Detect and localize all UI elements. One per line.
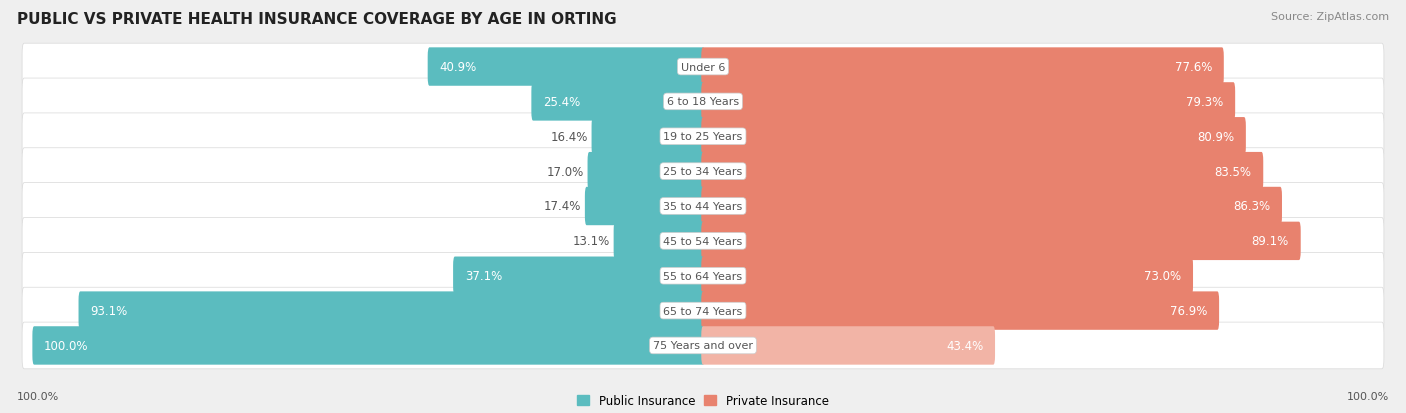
FancyBboxPatch shape <box>585 188 704 225</box>
FancyBboxPatch shape <box>702 257 1194 295</box>
Text: 37.1%: 37.1% <box>465 270 502 282</box>
Text: 100.0%: 100.0% <box>1347 391 1389 401</box>
FancyBboxPatch shape <box>427 48 704 87</box>
FancyBboxPatch shape <box>22 44 1384 91</box>
Text: 77.6%: 77.6% <box>1174 61 1212 74</box>
Text: 6 to 18 Years: 6 to 18 Years <box>666 97 740 107</box>
FancyBboxPatch shape <box>702 222 1301 261</box>
Text: 43.4%: 43.4% <box>946 339 983 352</box>
FancyBboxPatch shape <box>588 152 704 191</box>
Text: 25 to 34 Years: 25 to 34 Years <box>664 167 742 177</box>
Legend: Public Insurance, Private Insurance: Public Insurance, Private Insurance <box>572 390 834 412</box>
FancyBboxPatch shape <box>702 326 995 365</box>
Text: 35 to 44 Years: 35 to 44 Years <box>664 202 742 211</box>
Text: 73.0%: 73.0% <box>1144 270 1181 282</box>
FancyBboxPatch shape <box>22 322 1384 369</box>
FancyBboxPatch shape <box>22 218 1384 265</box>
Text: Under 6: Under 6 <box>681 62 725 72</box>
FancyBboxPatch shape <box>32 326 704 365</box>
FancyBboxPatch shape <box>22 79 1384 126</box>
FancyBboxPatch shape <box>592 118 704 156</box>
Text: 40.9%: 40.9% <box>440 61 477 74</box>
FancyBboxPatch shape <box>702 152 1263 191</box>
Text: 76.9%: 76.9% <box>1170 304 1208 317</box>
Text: 17.0%: 17.0% <box>547 165 583 178</box>
Text: 86.3%: 86.3% <box>1233 200 1270 213</box>
FancyBboxPatch shape <box>453 257 704 295</box>
FancyBboxPatch shape <box>702 48 1223 87</box>
Text: 45 to 54 Years: 45 to 54 Years <box>664 236 742 246</box>
FancyBboxPatch shape <box>613 222 704 261</box>
FancyBboxPatch shape <box>22 114 1384 160</box>
FancyBboxPatch shape <box>22 287 1384 334</box>
FancyBboxPatch shape <box>79 292 704 330</box>
Text: 55 to 64 Years: 55 to 64 Years <box>664 271 742 281</box>
Text: 93.1%: 93.1% <box>90 304 128 317</box>
Text: PUBLIC VS PRIVATE HEALTH INSURANCE COVERAGE BY AGE IN ORTING: PUBLIC VS PRIVATE HEALTH INSURANCE COVER… <box>17 12 616 27</box>
FancyBboxPatch shape <box>22 183 1384 230</box>
FancyBboxPatch shape <box>531 83 704 121</box>
FancyBboxPatch shape <box>702 83 1234 121</box>
Text: 89.1%: 89.1% <box>1251 235 1289 248</box>
Text: 19 to 25 Years: 19 to 25 Years <box>664 132 742 142</box>
Text: 17.4%: 17.4% <box>544 200 581 213</box>
Text: 83.5%: 83.5% <box>1215 165 1251 178</box>
FancyBboxPatch shape <box>702 118 1246 156</box>
Text: 13.1%: 13.1% <box>572 235 610 248</box>
Text: 65 to 74 Years: 65 to 74 Years <box>664 306 742 316</box>
Text: 79.3%: 79.3% <box>1187 96 1223 109</box>
FancyBboxPatch shape <box>702 292 1219 330</box>
Text: 100.0%: 100.0% <box>17 391 59 401</box>
FancyBboxPatch shape <box>22 253 1384 299</box>
Text: Source: ZipAtlas.com: Source: ZipAtlas.com <box>1271 12 1389 22</box>
Text: 75 Years and over: 75 Years and over <box>652 341 754 351</box>
FancyBboxPatch shape <box>702 188 1282 225</box>
Text: 25.4%: 25.4% <box>543 96 581 109</box>
Text: 100.0%: 100.0% <box>44 339 89 352</box>
Text: 16.4%: 16.4% <box>551 131 588 143</box>
Text: 80.9%: 80.9% <box>1197 131 1234 143</box>
FancyBboxPatch shape <box>22 148 1384 195</box>
